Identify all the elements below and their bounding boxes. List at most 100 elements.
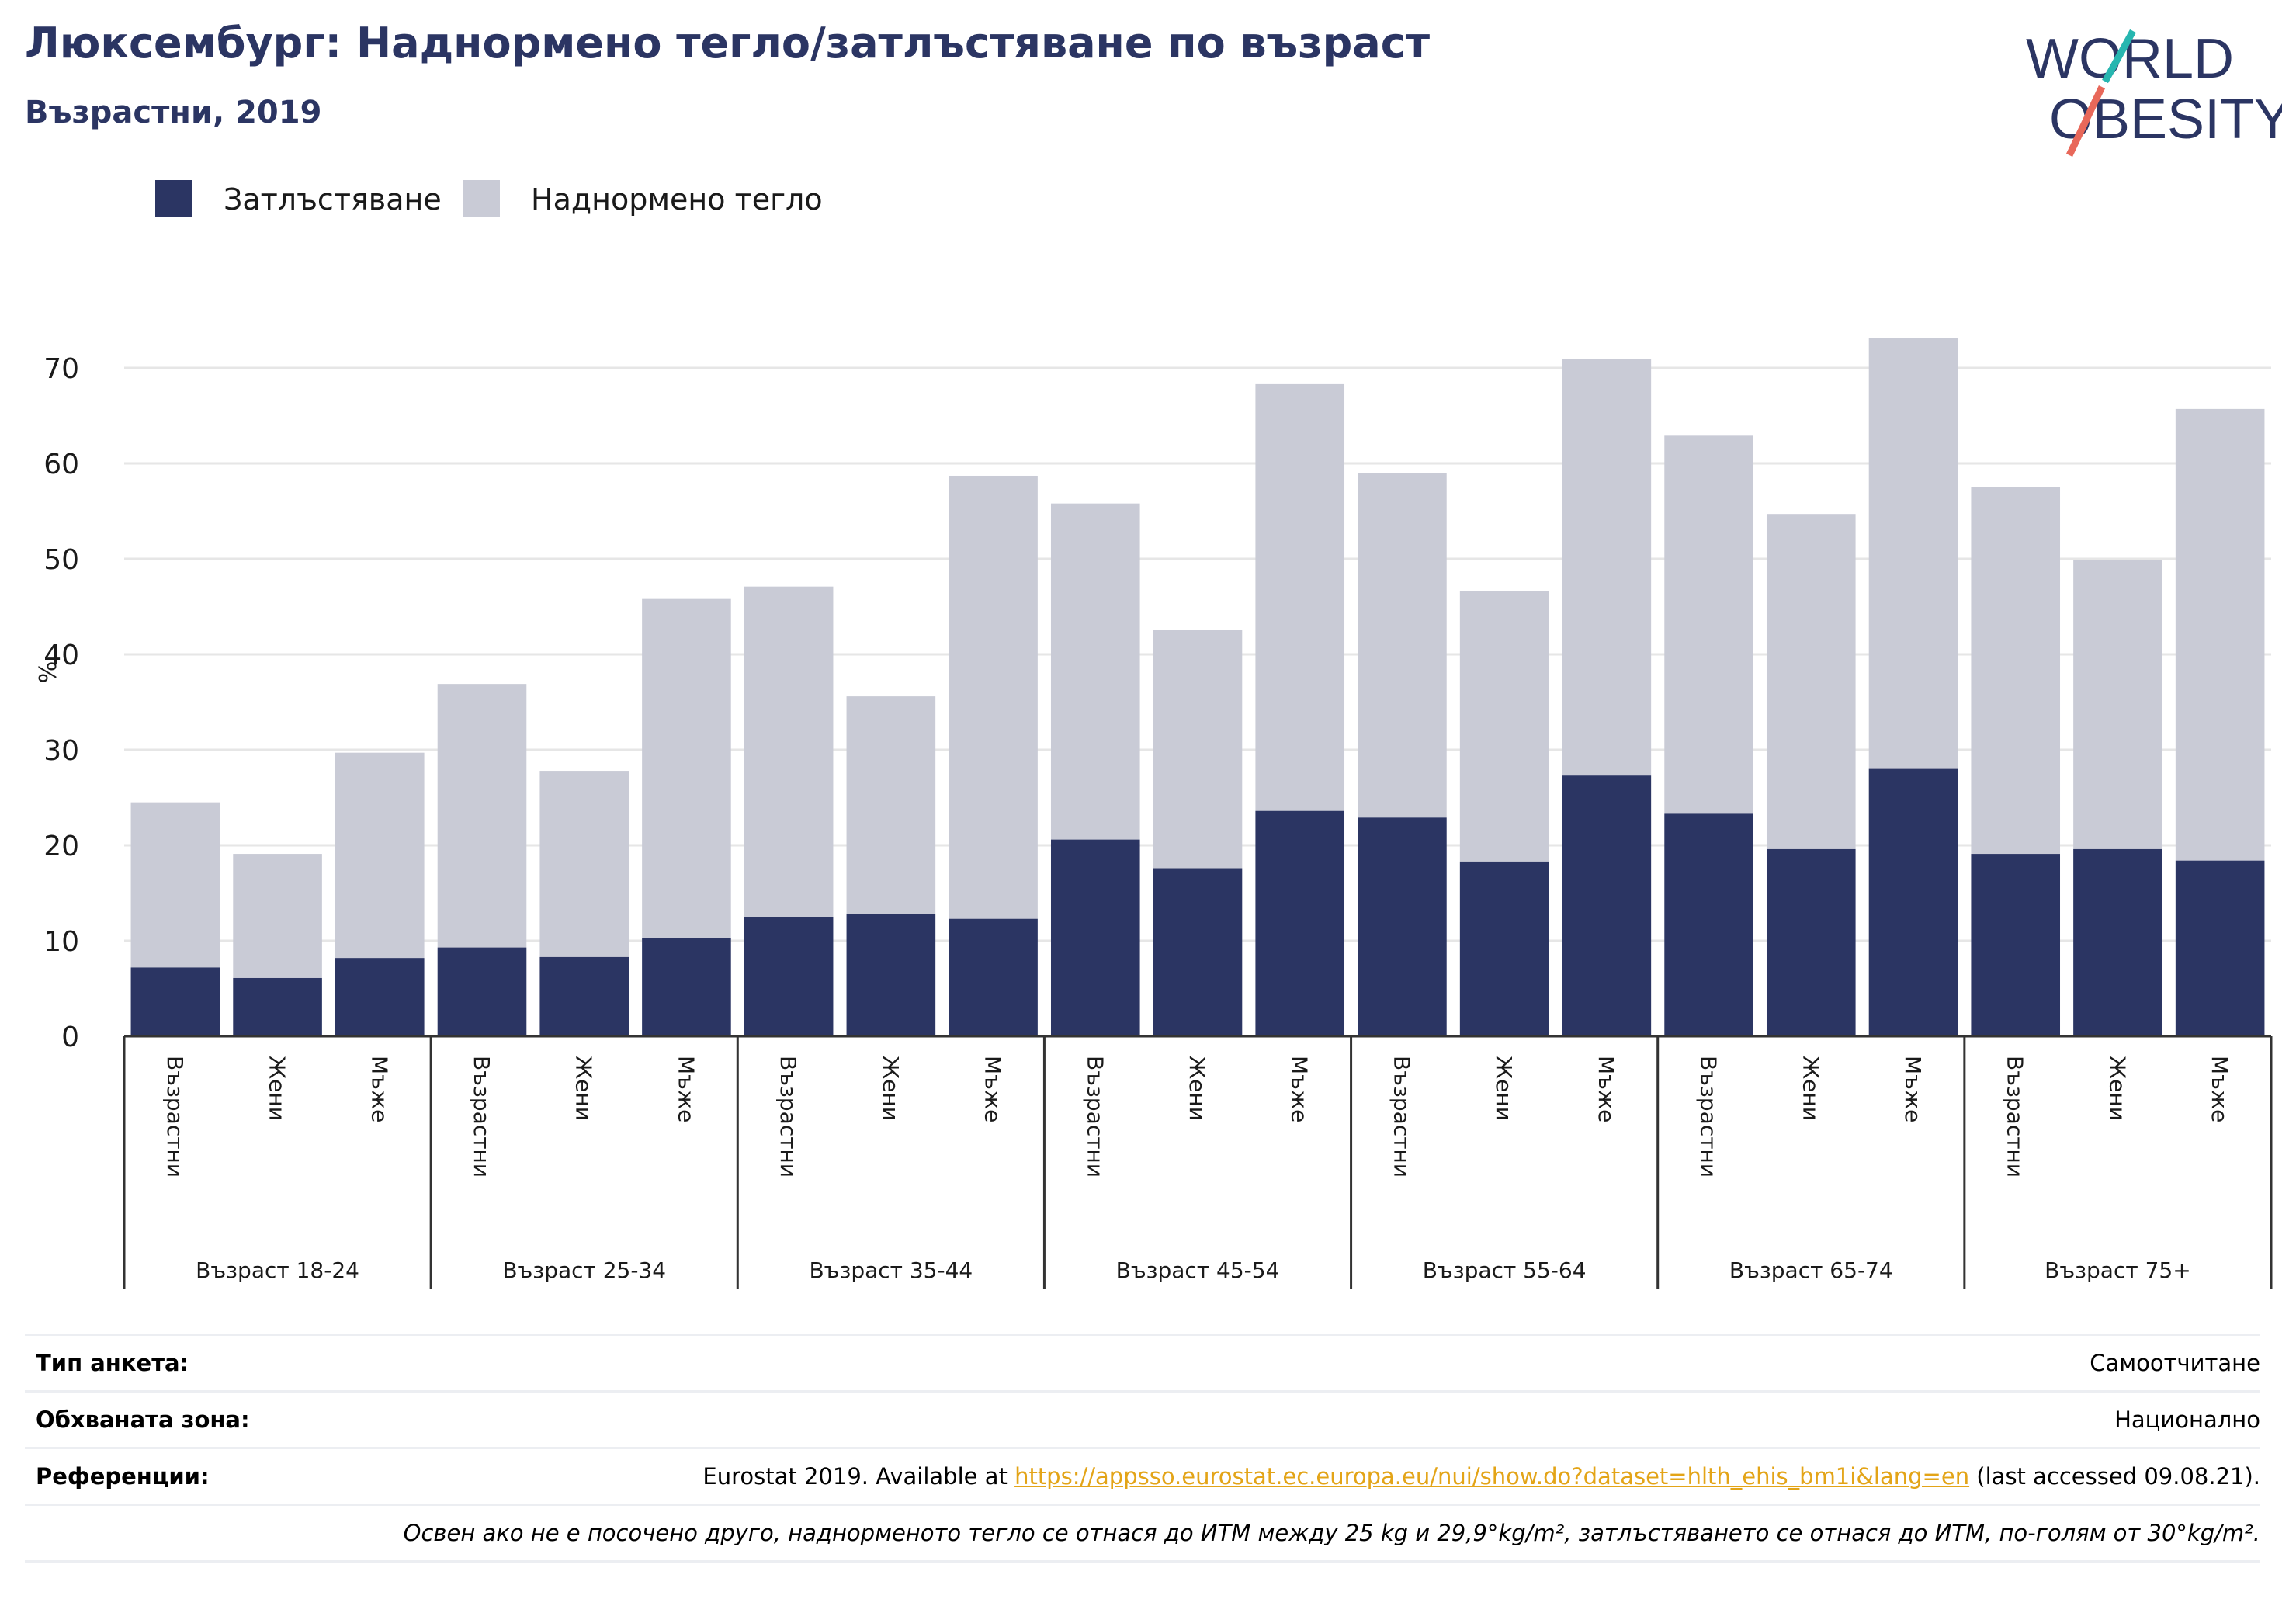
subcategory-label: Мъже bbox=[1900, 1056, 1926, 1122]
bar-overweight bbox=[233, 854, 322, 978]
bar-obesity bbox=[1766, 848, 1856, 1036]
logo-slash-coral bbox=[2065, 85, 2106, 157]
bar-overweight bbox=[539, 771, 629, 957]
stacked-bar-chart: 0 10 20 30 40 50 60 70% Възрастни Жени Мъже Възраст… bbox=[35, 338, 2273, 1289]
subcategory-label: Мъже bbox=[1594, 1056, 1619, 1122]
bar-overweight bbox=[2073, 560, 2162, 849]
subcategory-label: Възрастни bbox=[775, 1056, 801, 1178]
info-row-note: Освен ако не е посочено друго, наднормен… bbox=[25, 1504, 2260, 1563]
subcategory-label: Жени bbox=[1491, 1056, 1517, 1121]
y-tick-label: 30 bbox=[43, 735, 79, 767]
legend-label-obesity: Затлъстяване bbox=[224, 182, 442, 217]
bar-overweight bbox=[1255, 383, 1345, 811]
bar-overweight bbox=[437, 684, 527, 948]
reference-link[interactable]: https://appsso.eurostat.ec.europa.eu/nui… bbox=[1014, 1463, 1970, 1490]
bar-overweight bbox=[1766, 514, 1856, 849]
chart-subtitle: Възрастни, 2019 bbox=[25, 95, 322, 130]
subcategory-label: Жени bbox=[2104, 1056, 2130, 1121]
bar-obesity bbox=[2073, 848, 2162, 1036]
info-value: Национално bbox=[2114, 1406, 2260, 1433]
info-value: Eurostat 2019. Available at https://apps… bbox=[702, 1449, 2260, 1504]
bar-obesity bbox=[1459, 861, 1549, 1036]
bar-obesity bbox=[1050, 839, 1140, 1036]
y-tick-label: 40 bbox=[43, 640, 79, 671]
bar-obesity bbox=[130, 967, 220, 1036]
info-key: Тип анкета: bbox=[36, 1350, 189, 1376]
info-value: Самоотчитане bbox=[2090, 1350, 2260, 1376]
subcategory-label: Възрастни bbox=[1389, 1056, 1414, 1178]
bar-overweight bbox=[1459, 591, 1549, 862]
bar-overweight bbox=[949, 475, 1038, 919]
group-label: Възраст 65-74 bbox=[1729, 1257, 1893, 1283]
bar-overweight bbox=[744, 586, 834, 917]
group-label: Възраст 45-54 bbox=[1116, 1257, 1280, 1283]
bar-obesity bbox=[233, 977, 322, 1036]
bar-obesity bbox=[2175, 860, 2265, 1036]
world-obesity-logo: WORLD OBESITY bbox=[2026, 28, 2282, 157]
bar-obesity bbox=[744, 917, 834, 1036]
bar-obesity bbox=[846, 914, 936, 1036]
group-label: Възраст 75+ bbox=[2045, 1257, 2191, 1283]
bar-overweight bbox=[130, 802, 220, 968]
y-axis-label: % bbox=[35, 661, 62, 684]
subcategory-label: Мъже bbox=[980, 1056, 1006, 1122]
info-row-references: Референции: Eurostat 2019. Available at … bbox=[25, 1447, 2260, 1504]
bar-obesity bbox=[1868, 768, 1958, 1036]
y-tick-label: 0 bbox=[61, 1021, 79, 1053]
subcategory-label: Жени bbox=[1184, 1056, 1210, 1121]
bar-overweight bbox=[642, 598, 731, 938]
bar-obesity bbox=[1255, 810, 1345, 1036]
subcategory-label: Мъже bbox=[673, 1056, 699, 1122]
bar-obesity bbox=[1562, 775, 1652, 1036]
subcategory-label: Възрастни bbox=[1082, 1056, 1108, 1178]
logo-slash-teal bbox=[2102, 29, 2136, 84]
reference-text: Eurostat 2019. Available at bbox=[702, 1463, 1015, 1490]
bar-overweight bbox=[1664, 435, 1753, 814]
bar-obesity bbox=[1358, 817, 1447, 1036]
definition-note: Освен ако не е посочено друго, наднормен… bbox=[403, 1520, 2260, 1546]
info-table: Тип анкета: Самоотчитане Обхваната зона:… bbox=[25, 1334, 2260, 1563]
legend-swatch-obesity bbox=[155, 180, 192, 217]
bar-overweight bbox=[846, 696, 936, 914]
reference-accessed: (last accessed 09.08.21). bbox=[1969, 1463, 2260, 1490]
bar-overweight bbox=[1153, 630, 1243, 869]
y-tick-label: 70 bbox=[43, 353, 79, 385]
bar-overweight bbox=[1050, 503, 1140, 840]
bar-overweight bbox=[1971, 487, 2061, 855]
y-tick-label: 50 bbox=[43, 544, 79, 576]
group-label: Възраст 18-24 bbox=[196, 1257, 359, 1283]
bar-overweight bbox=[2175, 408, 2265, 861]
y-tick-label: 60 bbox=[43, 449, 79, 480]
subcategory-label: Жени bbox=[571, 1056, 597, 1121]
chart-title: Люксембург: Наднормено тегло/затлъстяван… bbox=[25, 19, 1431, 68]
bar-obesity bbox=[1153, 868, 1243, 1036]
bar-obesity bbox=[437, 947, 527, 1036]
info-key: Обхваната зона: bbox=[36, 1406, 250, 1433]
subcategory-label: Жени bbox=[265, 1056, 290, 1121]
subcategory-label: Мъже bbox=[366, 1056, 392, 1122]
info-key: Референции: bbox=[36, 1463, 210, 1490]
subcategory-label: Възрастни bbox=[1696, 1056, 1722, 1178]
info-row-coverage: Обхваната зона: Национално bbox=[25, 1390, 2260, 1447]
bar-obesity bbox=[949, 918, 1038, 1036]
bar-obesity bbox=[1971, 854, 2061, 1036]
legend-swatch-overweight bbox=[463, 180, 500, 217]
subcategory-label: Жени bbox=[1798, 1056, 1823, 1121]
bar-overweight bbox=[1868, 338, 1958, 769]
bar-obesity bbox=[539, 956, 629, 1036]
info-row-survey-type: Тип анкета: Самоотчитане bbox=[25, 1334, 2260, 1390]
subcategory-label: Възрастни bbox=[469, 1056, 494, 1178]
bar-overweight bbox=[1562, 359, 1652, 776]
subcategory-label: Жени bbox=[878, 1056, 903, 1121]
y-tick-label: 20 bbox=[43, 831, 79, 862]
subcategory-label: Възрастни bbox=[2003, 1056, 2028, 1178]
subcategory-label: Мъже bbox=[2207, 1056, 2232, 1122]
group-label: Възраст 25-34 bbox=[502, 1257, 666, 1283]
legend-label-overweight: Наднормено тегло bbox=[531, 182, 823, 217]
subcategory-label: Мъже bbox=[1287, 1056, 1313, 1122]
group-label: Възраст 55-64 bbox=[1423, 1257, 1587, 1283]
y-tick-label: 10 bbox=[43, 926, 79, 958]
subcategory-label: Възрастни bbox=[162, 1056, 188, 1178]
bar-obesity bbox=[335, 958, 425, 1036]
bar-obesity bbox=[642, 938, 731, 1036]
